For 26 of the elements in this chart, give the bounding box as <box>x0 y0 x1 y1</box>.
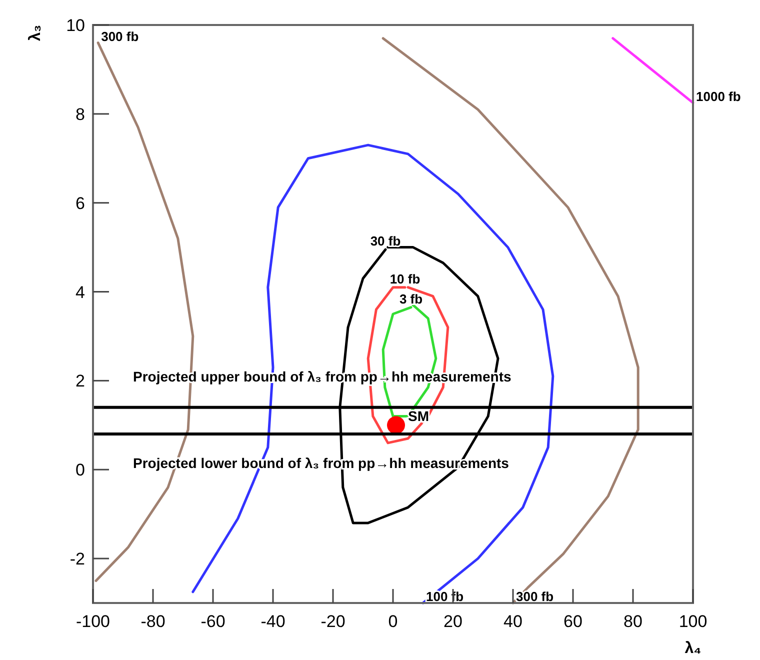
x-tick-label: -60 <box>200 612 226 631</box>
y-tick-label: 8 <box>76 104 85 124</box>
y-tick-label: -2 <box>70 550 85 569</box>
series-label: 1000 fb <box>696 88 741 104</box>
y-tick-label: 10 <box>66 16 85 35</box>
x-tick-label: -40 <box>260 612 286 631</box>
series-label: 30 fb <box>370 234 401 249</box>
x-axis-title: λ₄ <box>684 640 702 657</box>
x-tick-label: 80 <box>624 612 642 631</box>
x-tick-label: -80 <box>140 612 166 631</box>
x-tick-label: 0 <box>388 612 398 631</box>
y-tick-label: 0 <box>76 460 85 480</box>
series-label: 10 fb <box>390 271 420 286</box>
y-axis-title: λ₃ <box>27 24 44 42</box>
y-tick-label: 6 <box>76 194 85 213</box>
x-tick-label: 20 <box>444 612 462 631</box>
x-tick-label: 40 <box>504 612 522 631</box>
x-tick-label: 60 <box>564 612 582 631</box>
line-series <box>94 42 194 582</box>
x-tick-label: -20 <box>320 612 346 631</box>
y-tick-label: 4 <box>76 282 85 302</box>
series-label: 3 fb <box>399 291 423 306</box>
y-tick-label: 2 <box>76 372 85 391</box>
series-label: 300 fb <box>101 28 139 44</box>
x-tick-label: -100 <box>76 612 110 631</box>
x-tick-label: 100 <box>678 612 708 631</box>
